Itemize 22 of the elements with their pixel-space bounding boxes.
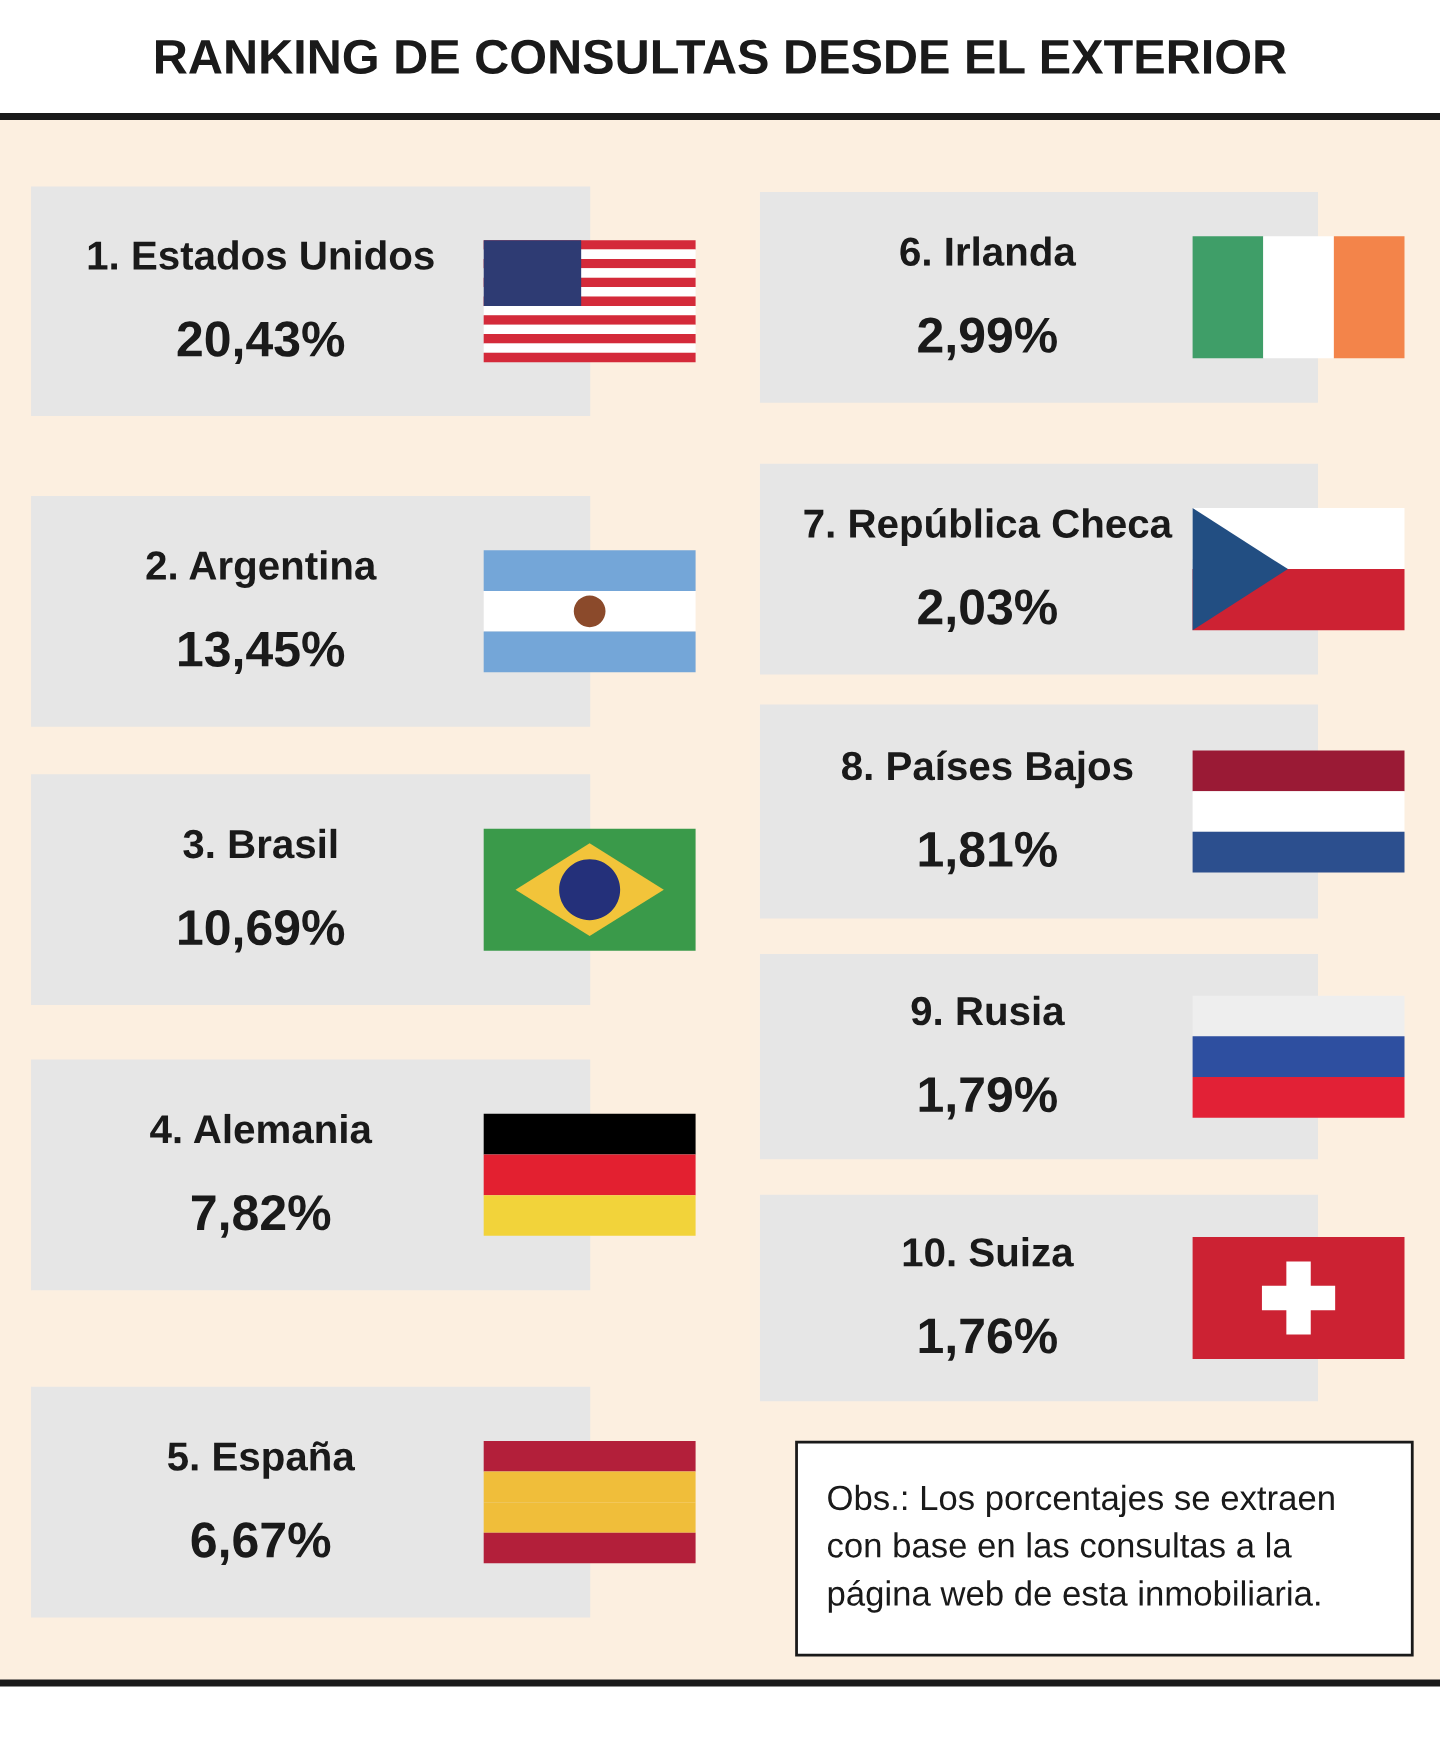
data-label: 1,76% (919, 1318, 1057, 1361)
data-label: 2,99% (918, 317, 1057, 361)
data-label: 1,81% (919, 831, 1057, 875)
data-label: 13,45% (179, 631, 345, 675)
data-label: 2,03% (918, 589, 1057, 632)
category-label: 3. Brasil (183, 828, 337, 859)
category-label: 2. Argentina (146, 550, 377, 588)
category-label: 5. España (167, 1441, 355, 1479)
category-label: 7. República Checa (804, 508, 1173, 546)
category-label: 10. Suiza (903, 1237, 1074, 1267)
data-label: 10,69% (179, 909, 345, 953)
category-label: 9. Rusia (911, 995, 1065, 1026)
text: RANKING DE CONSULTAS DESDE EL EXTERIOR (156, 39, 1287, 75)
data-label: 7,82% (191, 1195, 331, 1238)
data-label: 1,79% (919, 1076, 1057, 1120)
data-label: 20,43% (177, 321, 345, 365)
category-label: 1. Estados Unidos (88, 240, 434, 270)
category-label: 6. Irlanda (900, 236, 1077, 266)
category-label: 8. Países Bajos (842, 750, 1133, 789)
data-label: 6,67% (191, 1522, 331, 1565)
category-label: 4. Alemania (150, 1113, 373, 1144)
text: Obs.: Los porcentajes se extraen con base en las consultas a la página web de esta inmobiliaria. (827, 1484, 1334, 1613)
